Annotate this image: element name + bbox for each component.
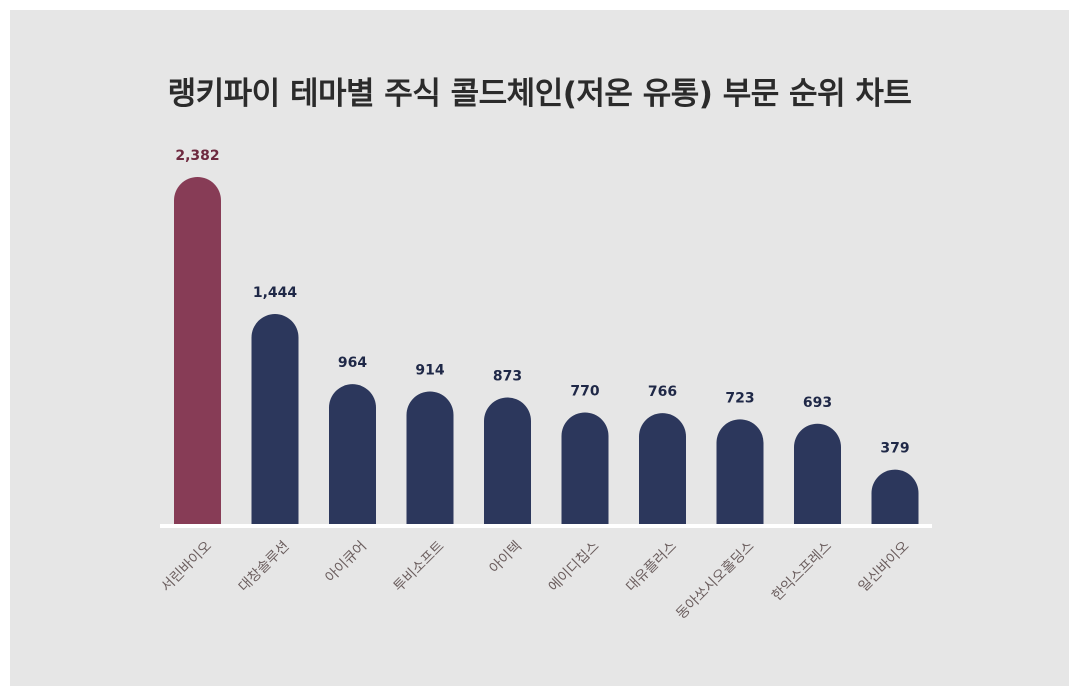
category-label-8: 동아쏘시오홀딩스: [673, 538, 757, 622]
category-label-7: 대유플러스: [623, 538, 680, 595]
bar-2: [251, 314, 299, 525]
category-label-9: 한익스프레스: [769, 538, 835, 604]
bar-6: [561, 412, 609, 525]
value-label-2: 1,444: [253, 285, 298, 301]
value-label-8: 723: [725, 390, 754, 406]
value-label-7: 766: [648, 384, 677, 400]
category-label-10: 일신바이오: [856, 538, 913, 595]
category-label-3: 아이큐어: [322, 538, 370, 586]
category-label-5: 아이텍: [486, 538, 525, 577]
value-label-4: 914: [415, 362, 444, 378]
category-label-6: 에이디칩스: [546, 538, 603, 595]
value-label-6: 770: [570, 384, 599, 400]
bar-3: [329, 384, 376, 525]
bar-4: [406, 391, 454, 525]
category-label-4: 투비소프트: [391, 538, 448, 595]
category-label-1: 서린바이오: [158, 538, 215, 595]
bar-7: [639, 413, 686, 525]
chart-title: 랭키파이 테마별 주식 콜드체인(저온 유통) 부문 순위 차트: [167, 76, 912, 112]
value-label-9: 693: [803, 395, 832, 411]
bar-8: [716, 419, 764, 525]
bar-9: [794, 423, 841, 525]
value-label-3: 964: [338, 355, 367, 371]
bar-10: [871, 469, 919, 525]
value-label-1: 2,382: [175, 148, 219, 164]
bar-5: [484, 397, 531, 525]
category-label-2: 대창솔루션: [236, 538, 293, 595]
value-label-10: 379: [880, 441, 909, 457]
bar-1: [174, 177, 221, 525]
value-label-5: 873: [493, 368, 522, 384]
